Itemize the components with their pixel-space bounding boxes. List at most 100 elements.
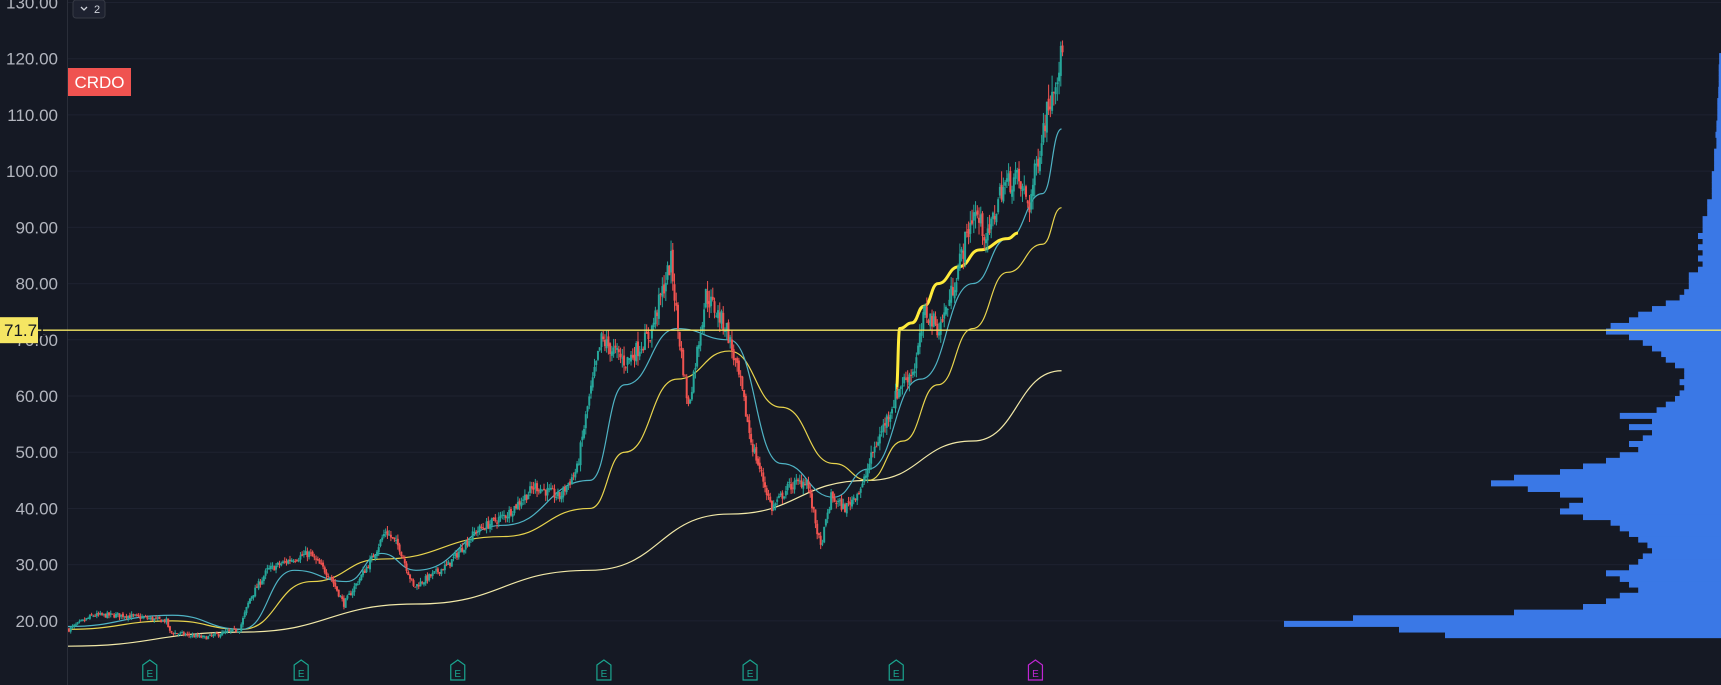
candle-body [245,607,248,614]
volume-profile-bar [1619,575,1721,582]
candle-body [838,500,841,502]
candle-body [965,231,968,233]
candle-body [946,309,949,311]
candle-body [165,618,168,623]
candle-body [664,282,667,292]
volume-profile-bar [1527,485,1721,492]
volume-profile-bar [1698,232,1721,240]
candle-body [506,516,509,519]
candle-body [978,217,981,223]
candle-body [924,305,927,316]
volume-profile-bar [1711,182,1721,189]
candle-body [976,210,979,215]
volume-profile-bar [1716,126,1721,133]
candle-body [758,462,761,470]
candle-body [250,596,253,599]
candle-body [680,347,683,352]
candle-body [917,345,920,355]
volume-profile-bar [1353,615,1721,622]
candle-body [532,487,535,490]
price-tag-label: 71.71 [4,321,47,340]
candle-body [563,487,566,492]
earnings-marker[interactable]: E [142,659,158,681]
candle-body [1005,178,1008,182]
candle-body [757,458,760,465]
candle-body [591,377,594,388]
candle-body [892,406,895,408]
candle-body [877,442,880,446]
candle-body [459,548,462,553]
volume-profile-bar [1711,188,1721,195]
candle-body [429,574,432,577]
candle-body [529,486,532,493]
candle-body [1007,173,1010,182]
volume-profile-bar [1629,334,1721,341]
candle-body [844,504,847,513]
candle-body [195,634,198,637]
candle-body [483,529,486,531]
volume-profile-bar [1684,289,1721,296]
candle-body [1058,72,1061,82]
candle-body [685,377,688,399]
earnings-icon [596,659,612,681]
candle-body [901,385,904,387]
volume-profile-bar [1642,553,1721,560]
candle-body [382,534,385,537]
candle-body [804,484,807,486]
earnings-marker[interactable]: E [293,659,309,681]
volume-profile-bar [1718,92,1721,99]
volume-profile-bar [1629,581,1721,588]
candle-body [537,490,540,492]
candle-body [443,564,446,571]
candle-body [682,349,685,376]
earnings-marker[interactable]: E [596,659,612,681]
candle-body [849,502,852,505]
candle-body [375,551,378,556]
candle-body [574,471,577,478]
earnings-marker[interactable]: E [888,659,904,681]
candle-body [261,580,264,584]
candle-body [525,494,528,501]
moving-average-line [67,207,1062,630]
candle-body [678,332,681,347]
candle-body [687,397,690,405]
candle-body [332,579,335,584]
candle-body [313,556,316,558]
y-tick-label: 130.00 [6,0,58,12]
earnings-marker[interactable]: E [742,659,758,681]
candle-body [167,618,170,628]
candle-body [235,629,238,632]
candle-body [857,492,860,494]
candle-body [200,635,203,638]
candle-body [68,628,70,632]
volume-profile-bar [1629,530,1721,537]
candle-body [440,569,443,575]
candle-body [593,367,596,377]
collapse-toggle[interactable]: 2 [72,0,106,19]
candle-body [329,577,331,579]
candle-body [83,619,86,621]
candle-body [897,388,900,398]
earnings-marker[interactable]: E [450,659,466,681]
volume-profile-bar [1652,345,1721,352]
volume-profile-bar [1445,632,1721,639]
price-tag: 71.71 [0,317,47,344]
candle-body [1033,163,1036,186]
candle-body [1012,177,1015,192]
candle-body [179,632,182,634]
candle-body [243,612,246,618]
candle-body [1004,182,1007,186]
ticker-badge[interactable]: CRDO [68,68,131,96]
candle-body [710,296,713,307]
volume-profile-bar [1583,463,1721,470]
candle-body [335,586,338,591]
candle-body [515,504,518,509]
earnings-marker[interactable]: E [1027,659,1044,681]
candle-body [163,619,166,623]
candle-body [161,619,164,622]
candle-body [316,559,319,561]
candle-body [101,613,104,615]
candle-body [579,442,582,466]
